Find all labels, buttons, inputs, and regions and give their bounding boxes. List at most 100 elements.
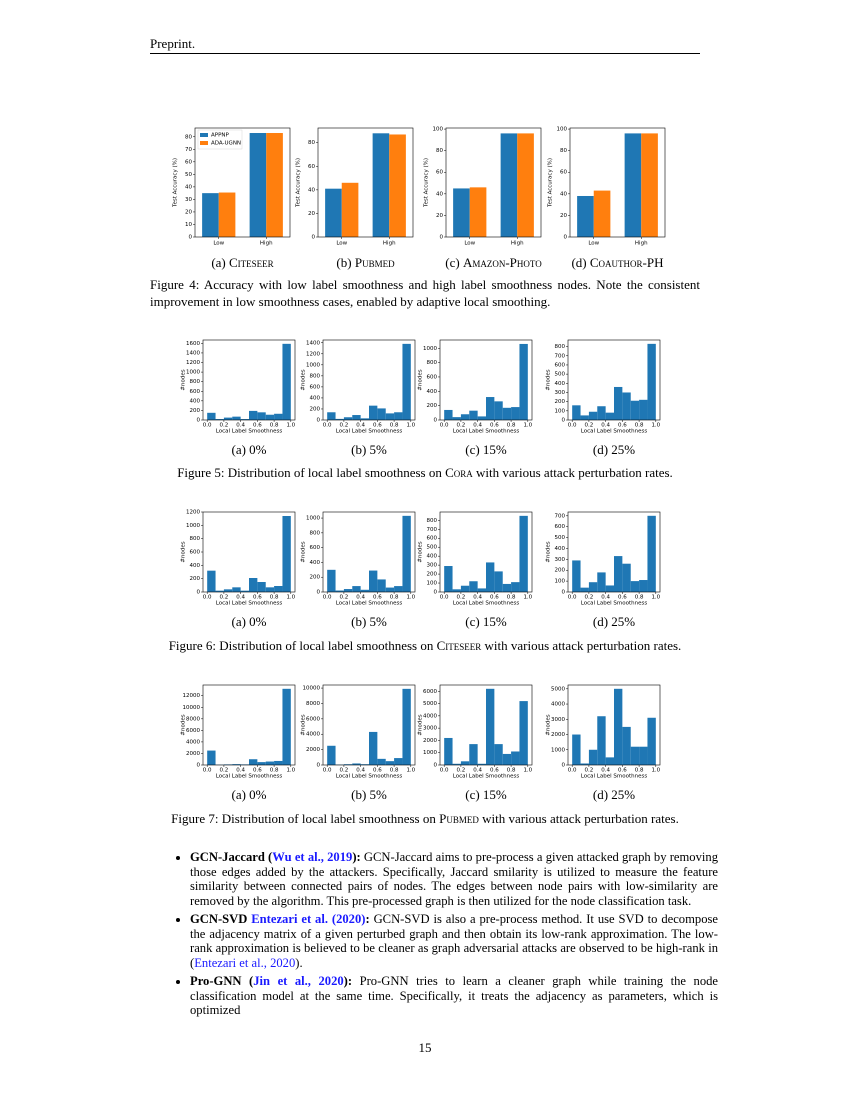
histogram-bar [588,749,598,765]
bar [218,192,236,237]
x-tick-label: 0.8 [635,423,644,429]
histogram-bar [394,586,403,592]
y-tick-label: 600 [555,524,566,530]
x-tick-label: 0.4 [473,595,482,601]
y-tick-label: 40 [185,184,192,190]
chart: 0 10 20 30 40 50 60 70 80 Low High APPNP ADA-UGNN Tes… [173,127,291,247]
y-tick-label: 80 [308,140,315,146]
y-tick-label: 300 [555,557,566,563]
y-tick-label: 40 [308,187,315,193]
bar [341,182,359,237]
x-tick-label: 0.4 [601,768,610,774]
y-tick-label: 0 [562,763,566,769]
axes-frame [439,511,533,593]
y-tick-label: 5000 [551,686,565,692]
x-axis-label: Local Label Smoothness [581,429,648,435]
histogram-bar [232,587,241,592]
histogram-bar [452,589,461,592]
histogram-bar [352,763,361,765]
x-tick-label: 1.0 [651,423,660,429]
chart: 0 200 400 600 800 1000 1200 0.0 0.2 0.4 0.6 0.8 1.0 #… [181,510,296,607]
y-tick-label: 2000 [551,732,565,738]
histogram-bar [597,716,606,765]
y-tick-label: 0 [197,418,201,424]
histogram-bar [460,761,470,765]
text-run: (b) 5% [351,442,387,457]
y-tick-label: 10 [185,222,192,228]
figure-caption: Figure 6: Distribution of local label sm… [150,637,700,654]
y-tick-label: 700 [427,527,438,533]
histogram-bar [572,405,581,420]
y-tick-label: 10000 [183,705,201,711]
histogram-bar [519,515,528,592]
text-run: ). [295,955,303,970]
y-tick-label: 200 [427,403,438,409]
histogram-bar [274,413,283,420]
text-run: (b) [336,255,355,270]
chart: 0 100 200 300 400 500 600 700 800 0.0 0.2 0.4 0.6 0.8… [418,511,533,607]
histogram-bar [494,744,503,765]
x-tick-label: 0.8 [635,768,644,774]
histogram-bar [605,757,614,765]
subfigure-caption: (b) 5% [304,614,434,630]
x-tick-label: 0.0 [203,595,212,601]
y-tick-label: 100 [433,127,444,133]
y-axis-label: #nodes [418,369,424,390]
x-tick-label: 0.6 [490,768,499,774]
y-tick-label: 800 [427,518,438,524]
x-tick-label: 0.8 [507,595,516,601]
histogram-bar [215,419,224,420]
y-tick-label: 2000 [306,747,320,753]
y-tick-label: 400 [310,560,321,566]
y-axis-label: #nodes [418,541,424,562]
bar [372,133,390,237]
histogram-bar [360,589,369,592]
histogram-bar [511,582,520,592]
y-axis-label: #nodes [181,369,187,390]
y-tick-label: 60 [560,170,567,176]
y-axis-label: Test Accuracy (%) [173,158,179,208]
bar [469,187,487,237]
y-tick-label: 200 [427,572,438,578]
y-tick-label: 1000 [423,750,437,756]
subfigure-caption: (c) 15% [421,614,551,630]
y-tick-label: 1600 [186,341,200,347]
histogram-bar [265,587,275,592]
x-tick-label: 0.6 [490,423,499,429]
x-tick-label: 0.2 [340,595,349,601]
chart: 0 2000 4000 6000 8000 10000 12000 0.0 0.2 0.4 0.6 0… [181,684,296,780]
text-run: with various attack perturbation rates. [472,465,673,480]
y-tick-label: 200 [555,399,566,405]
histogram-bar [282,516,291,592]
y-tick-label: 1400 [306,340,320,346]
histogram-bar [494,571,503,592]
text-run: (b) 5% [351,614,387,629]
text-run: ): [352,850,361,864]
bar [500,133,518,237]
bar [453,188,470,237]
histogram-bar [460,585,470,592]
y-axis-label: Test Accuracy (%) [424,158,430,208]
histogram-bar [257,412,266,420]
y-tick-label: 30 [185,197,192,203]
histogram-bar [572,734,581,765]
y-tick-label: 6000 [186,728,200,734]
x-tick-label: 1.0 [523,595,532,601]
histogram-bar [402,343,411,420]
x-tick-label: 1.0 [406,595,415,601]
y-tick-label: 100 [557,127,568,133]
histogram-bar [232,764,241,765]
histogram-bar [477,763,486,765]
x-tick-label: 0.8 [390,595,399,601]
text-run: (a) 0% [231,614,267,629]
y-axis-label: #nodes [546,714,552,735]
x-tick-label: 1.0 [286,423,295,429]
y-tick-label: 1000 [186,370,200,376]
x-tick-label: 0.0 [568,768,577,774]
y-axis-label: #nodes [301,369,307,390]
histogram-bar [207,412,216,420]
histogram-bar [232,416,241,420]
x-tick-label: 0.0 [440,768,449,774]
y-tick-label: 80 [436,148,443,154]
axes-frame [567,684,661,766]
